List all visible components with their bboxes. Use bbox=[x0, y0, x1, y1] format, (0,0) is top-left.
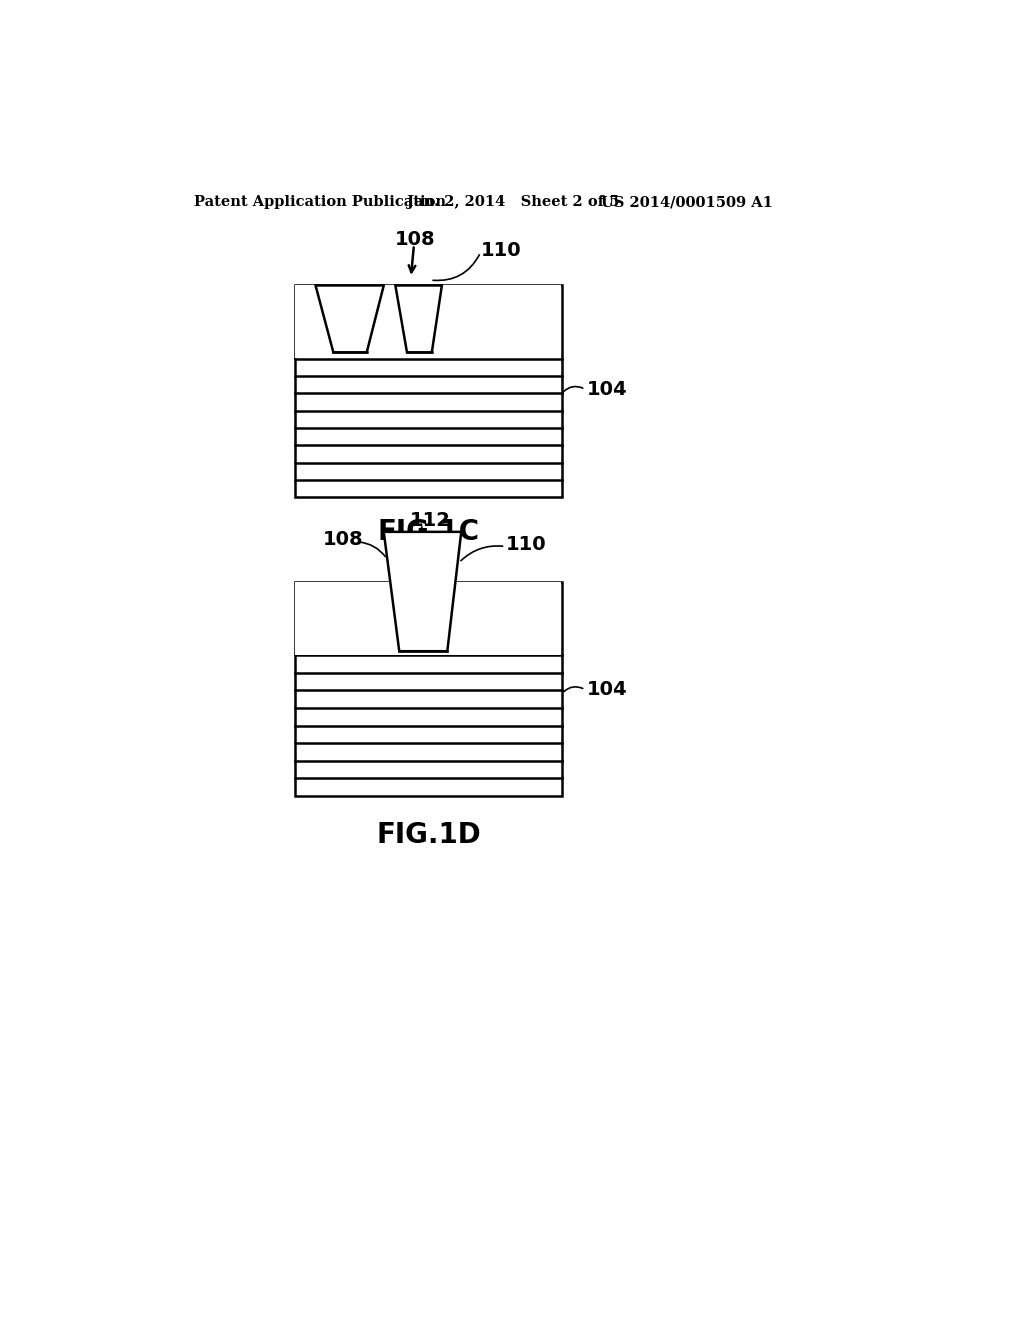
Text: Jan. 2, 2014   Sheet 2 of 5: Jan. 2, 2014 Sheet 2 of 5 bbox=[407, 195, 620, 210]
Bar bbox=[295, 582, 562, 796]
Text: 110: 110 bbox=[506, 536, 547, 554]
Text: FIG.1D: FIG.1D bbox=[377, 821, 481, 849]
Bar bbox=[295, 582, 561, 655]
Text: Patent Application Publication: Patent Application Publication bbox=[194, 195, 445, 210]
Bar bbox=[295, 285, 562, 498]
Polygon shape bbox=[315, 285, 384, 352]
Text: 108: 108 bbox=[394, 230, 435, 248]
Text: 112: 112 bbox=[410, 511, 451, 529]
Text: 108: 108 bbox=[324, 531, 364, 549]
Text: 104: 104 bbox=[587, 380, 628, 399]
Bar bbox=[295, 285, 561, 358]
Text: US 2014/0001509 A1: US 2014/0001509 A1 bbox=[601, 195, 773, 210]
Polygon shape bbox=[384, 532, 461, 651]
Text: FIG.1C: FIG.1C bbox=[378, 517, 480, 546]
Text: 110: 110 bbox=[480, 242, 521, 260]
Polygon shape bbox=[395, 285, 442, 352]
Text: 104: 104 bbox=[587, 680, 628, 700]
